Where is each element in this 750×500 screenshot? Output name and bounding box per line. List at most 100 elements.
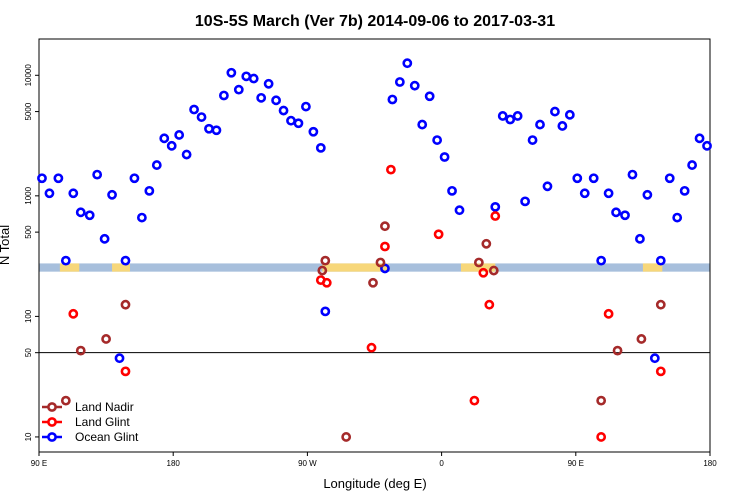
ocean-glint-point [535,119,545,130]
ocean-glint-point [151,160,162,170]
ocean-glint-point [68,188,79,199]
land-glint-point [386,164,396,175]
land-nadir-point [317,265,328,276]
land-band [642,263,663,272]
land-glint-point [490,211,501,221]
ocean-glint-point [454,205,465,216]
ocean-glint-point [256,92,267,103]
land-glint-point [366,342,377,353]
ocean-glint-point [166,140,177,151]
land-band [112,263,130,272]
ocean-glint-point [627,169,638,180]
ocean-glint-point [635,233,645,244]
ocean-glint-point [60,255,71,266]
land-nadir-point [101,334,111,344]
ocean-glint-point [181,149,192,160]
ocean-glint-point [588,173,599,184]
land-nadir-point [481,238,492,249]
ocean-glint-point [542,181,553,192]
ocean-glint-point [84,210,95,221]
x-tick-label: 90 E [31,459,47,468]
data-points [37,58,712,442]
ocean-glint-point [174,130,185,140]
ocean-glint-point [402,58,413,69]
ocean-glint-point [447,185,457,196]
x-tick-label: 90 W [298,459,317,468]
ocean-glint-point [572,173,583,184]
land-nadir-point [636,334,647,344]
ocean-glint-point [136,212,147,223]
land-nadir-point [368,277,378,288]
ocean-glint-point [490,201,501,212]
ocean-glint-point [380,263,390,274]
land-nadir-point [380,221,390,232]
x-tick-label: 90 E [568,459,584,468]
land-glint-point [603,308,614,319]
ocean-glint-point [129,173,140,184]
ocean-glint-point [211,125,222,136]
x-tick-label: 180 [167,459,181,468]
ocean-glint-point [497,111,508,121]
ocean-glint-point [271,95,281,106]
ocean-glint-point [505,114,516,125]
ocean-glint-point [226,67,237,78]
ocean-glint-point [92,169,103,180]
land-nadir-point [120,299,131,310]
ocean-glint-point [702,140,712,151]
land-nadir-point [75,345,86,356]
ocean-glint-point [241,71,252,82]
land-glint-point [484,299,495,310]
ocean-glint-point [642,189,653,200]
ocean-glint-point [417,119,428,130]
ocean-glint-point [53,173,64,184]
ocean-glint-point [114,353,125,364]
ocean-glint-point [308,126,319,137]
ocean-glint-point [694,133,705,144]
ocean-glint-point [596,255,607,266]
ocean-glint-point [679,185,690,196]
ocean-glint-point [204,123,214,134]
land-glint-point [120,366,131,377]
ocean-glint-point [120,255,131,266]
legend-marker-ocean-glint [47,432,57,442]
ocean-glint-point [603,188,614,199]
y-tick-label: 10000 [24,64,33,87]
ocean-glint-point [557,121,568,131]
ocean-glint-point [263,78,274,89]
ocean-glint-point [579,188,590,199]
legend-label-land-nadir: Land Nadir [75,400,134,414]
land-nadir-point [612,345,623,356]
ocean-glint-point [286,115,296,126]
ocean-glint-point [99,233,110,244]
ocean-glint-point [550,106,560,117]
ocean-glint-point [655,255,666,266]
ocean-glint-point [218,90,229,101]
plot-frame [38,38,711,453]
ocean-glint-point [75,207,86,218]
land-glint-point [380,241,390,252]
land-glint-point [68,308,79,319]
land-glint-point [478,267,489,278]
ocean-glint-point [293,118,304,129]
land-nadir-point [488,265,499,276]
land-nadir-point [596,395,607,406]
ocean-glint-point [387,94,398,105]
ocean-glint-point [527,135,538,145]
x-axis-title: Longitude (deg E) [323,476,426,491]
ocean-glint-point [564,109,575,120]
land-nadir-point [341,432,352,442]
ocean-glint-point [672,212,683,223]
ocean-glint-point [687,160,698,170]
land-nadir-point [375,257,386,268]
land-nadir-point [60,395,71,406]
y-tick-label: 50 [24,348,33,357]
ocean-glint-point [248,73,259,84]
y-tick-label: 10 [24,432,33,441]
legend-label-land-glint: Land Glint [75,415,130,429]
ocean-glint-point [189,104,199,115]
y-axis: 10 50 100 500 1000 5000 10000 [24,64,39,441]
y-tick-label: 5000 [24,102,33,120]
legend-label-ocean-glint: Ocean Glint [75,430,139,444]
land-band [59,263,80,272]
